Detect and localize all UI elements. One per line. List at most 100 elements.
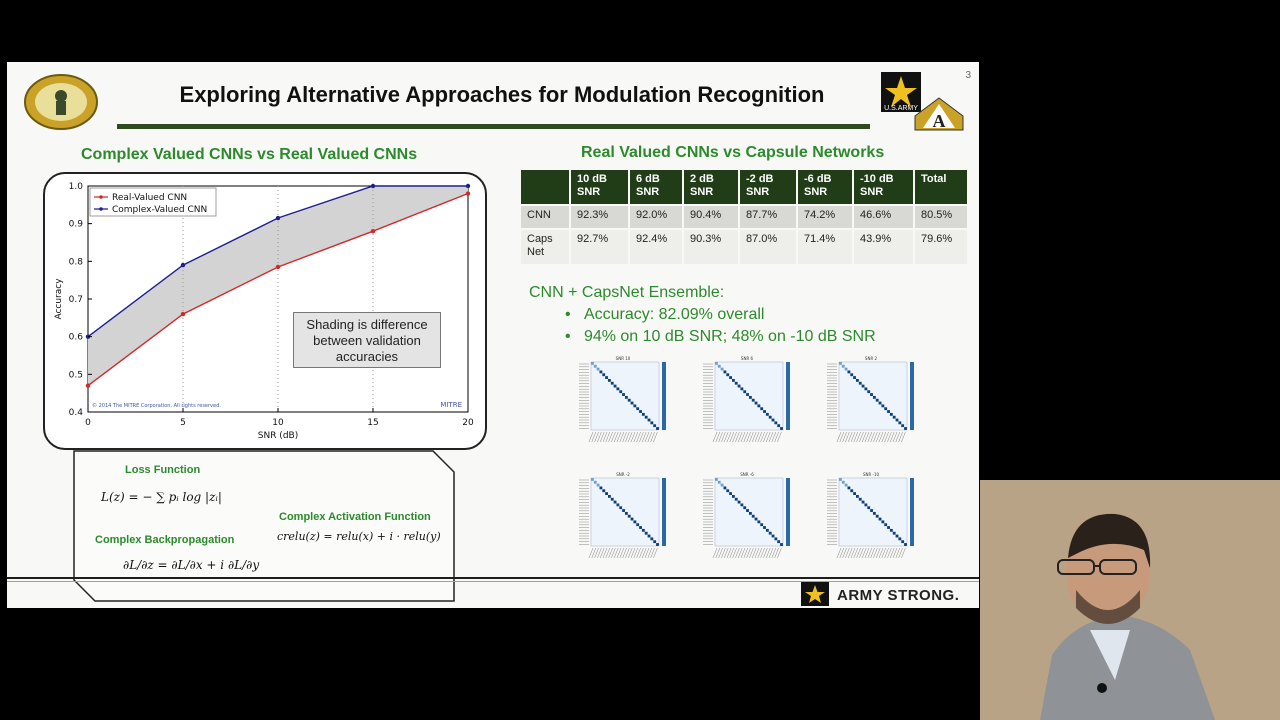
- data-point: [370, 183, 376, 189]
- col-label-stub: [901, 547, 906, 559]
- diagonal-cell: [641, 412, 645, 416]
- col-label-stub: [622, 547, 627, 559]
- col-label-stub: [746, 431, 751, 443]
- col-label-stub: [751, 547, 757, 559]
- accuracy-chart: 0 5 10 15 20 0.4 0.5 0.6 0.7 0.8 0.9 1.0 SNR (dB) Acc…: [43, 172, 487, 450]
- diagonal-cell: [622, 393, 625, 396]
- diagonal-cell: [720, 483, 724, 487]
- confusion-matrix-title: SNR -2: [616, 472, 630, 477]
- y-tick-label: 0.7: [69, 295, 83, 305]
- formula-panel: Loss Function L(z) = − ∑ pᵢ log |zᵢ| Com…: [73, 450, 455, 602]
- diagonal-cell: [653, 424, 657, 428]
- diagonal-cell: [861, 384, 865, 388]
- diagonal-cell: [630, 401, 634, 405]
- legend-marker: [99, 195, 103, 199]
- col-label-stub: [887, 547, 892, 559]
- colorbar: [786, 478, 790, 546]
- col-label-stub: [740, 431, 746, 443]
- col-label-stub: [715, 431, 721, 443]
- col-label-stub: [636, 431, 641, 443]
- col-label-stub: [751, 431, 757, 443]
- data-point: [85, 383, 91, 388]
- diagonal-cell: [847, 370, 851, 374]
- diagonal-cell: [847, 486, 851, 490]
- diagonal-cell: [593, 480, 597, 484]
- col-label-stub: [771, 547, 777, 559]
- col-label-stub: [763, 547, 768, 559]
- col-label-stub: [743, 547, 749, 559]
- diagonal-cell: [729, 492, 732, 495]
- col-label-stub: [754, 547, 760, 559]
- col-label-stub: [653, 547, 658, 559]
- diagonal-cell: [748, 511, 752, 515]
- col-label-stub: [847, 431, 853, 443]
- diagonal-cell: [737, 500, 741, 504]
- copyright-note: © 2014 The MITRE Corporation. All rights…: [92, 402, 221, 409]
- col-label-stub: [625, 547, 630, 559]
- col-label-stub: [588, 431, 594, 443]
- colorbar: [662, 478, 666, 546]
- difference-shading: [88, 186, 468, 386]
- col-label-stub: [639, 431, 644, 443]
- diagonal-cell: [591, 478, 594, 481]
- col-label-stub: [647, 431, 653, 443]
- diagonal-cell: [729, 376, 732, 379]
- col-label-stub: [757, 431, 763, 443]
- formula-panel-outline: [73, 450, 455, 602]
- col-label-stub: [875, 431, 881, 443]
- army-logo-text: U.S.ARMY: [884, 105, 918, 112]
- diagonal-cell: [889, 412, 893, 416]
- table-header-cell: 2 dB SNR: [684, 170, 738, 204]
- col-label-stub: [625, 431, 630, 443]
- table-header-cell: -6 dB SNR: [798, 170, 852, 204]
- col-label-stub: [892, 547, 898, 559]
- col-label-stub: [622, 431, 627, 443]
- table-header-cell: 10 dB SNR: [571, 170, 628, 204]
- col-label-stub: [712, 431, 718, 443]
- diagonal-cell: [760, 523, 764, 527]
- diagonal-cell: [726, 373, 730, 377]
- y-tick-label: 0.4: [69, 408, 84, 418]
- col-label-stub: [836, 431, 842, 443]
- diagonal-cell: [737, 384, 741, 388]
- diagonal-cell: [599, 370, 603, 374]
- diagonal-cell: [639, 526, 642, 529]
- diagonal-cell: [636, 523, 640, 527]
- legend-marker: [99, 207, 103, 211]
- ensemble-bullet: • 94% on 10 dB SNR; 48% on -10 dB SNR: [565, 328, 876, 345]
- col-label-stub: [850, 431, 856, 443]
- col-label-stub: [867, 547, 873, 559]
- table-header-cell: 6 dB SNR: [630, 170, 682, 204]
- legend-label: Complex-Valued CNN: [112, 205, 207, 215]
- diagonal-cell: [624, 395, 628, 399]
- footer-army-star-icon: [801, 582, 829, 606]
- col-label-stub: [591, 431, 597, 443]
- activation-heading: Complex Activation Function: [279, 511, 431, 523]
- diagonal-cell: [596, 483, 600, 487]
- diagonal-cell: [653, 540, 657, 544]
- col-label-stub: [726, 547, 732, 559]
- diagonal-cell: [605, 376, 608, 379]
- col-label-stub: [881, 547, 887, 559]
- col-label-stub: [611, 547, 616, 559]
- diagonal-cell: [768, 415, 772, 419]
- colorbar: [910, 478, 914, 546]
- col-label-stub: [768, 547, 774, 559]
- diagonal-cell: [844, 483, 848, 487]
- diagonal-cell: [765, 412, 769, 416]
- table-header-row: 10 dB SNR 6 dB SNR 2 dB SNR -2 dB SNR -6…: [521, 170, 967, 204]
- col-label-stub: [735, 431, 740, 443]
- col-label-stub: [898, 547, 903, 559]
- col-label-stub: [602, 431, 608, 443]
- diagonal-cell: [864, 503, 868, 507]
- x-tick-label: 20: [462, 418, 474, 428]
- diagonal-cell: [647, 534, 651, 538]
- table-cell: 74.2%: [798, 206, 852, 228]
- diagonal-cell: [633, 520, 637, 524]
- col-label-stub: [853, 431, 859, 443]
- diagonal-cell: [717, 364, 721, 368]
- table-cell: 92.4%: [630, 230, 682, 264]
- col-label-stub: [889, 431, 895, 443]
- col-label-stub: [878, 547, 884, 559]
- diagonal-cell: [884, 523, 888, 527]
